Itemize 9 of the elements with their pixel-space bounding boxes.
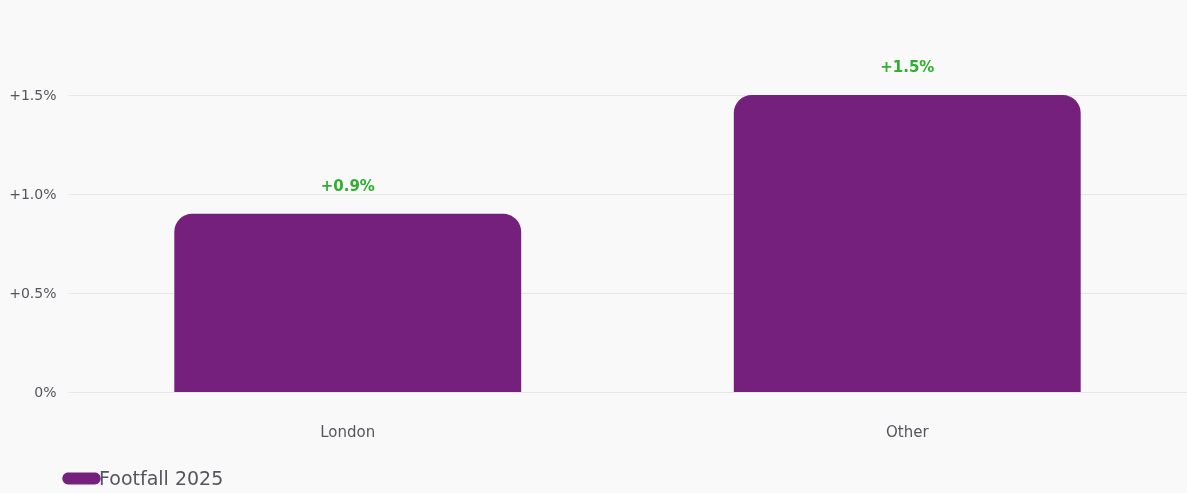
y-tick-label: +0.5% xyxy=(9,284,57,301)
x-tick-label: Other xyxy=(885,422,930,441)
legend-label: Footfall 2025 xyxy=(99,466,224,489)
y-tick-label: 0% xyxy=(34,383,57,400)
text: +1.5% xyxy=(880,58,935,76)
x-tick-label: London xyxy=(320,422,376,441)
text: +0.9% xyxy=(320,176,375,195)
y-tick-label: +1.0% xyxy=(9,185,57,202)
y-tick-label: +1.5% xyxy=(9,86,57,103)
